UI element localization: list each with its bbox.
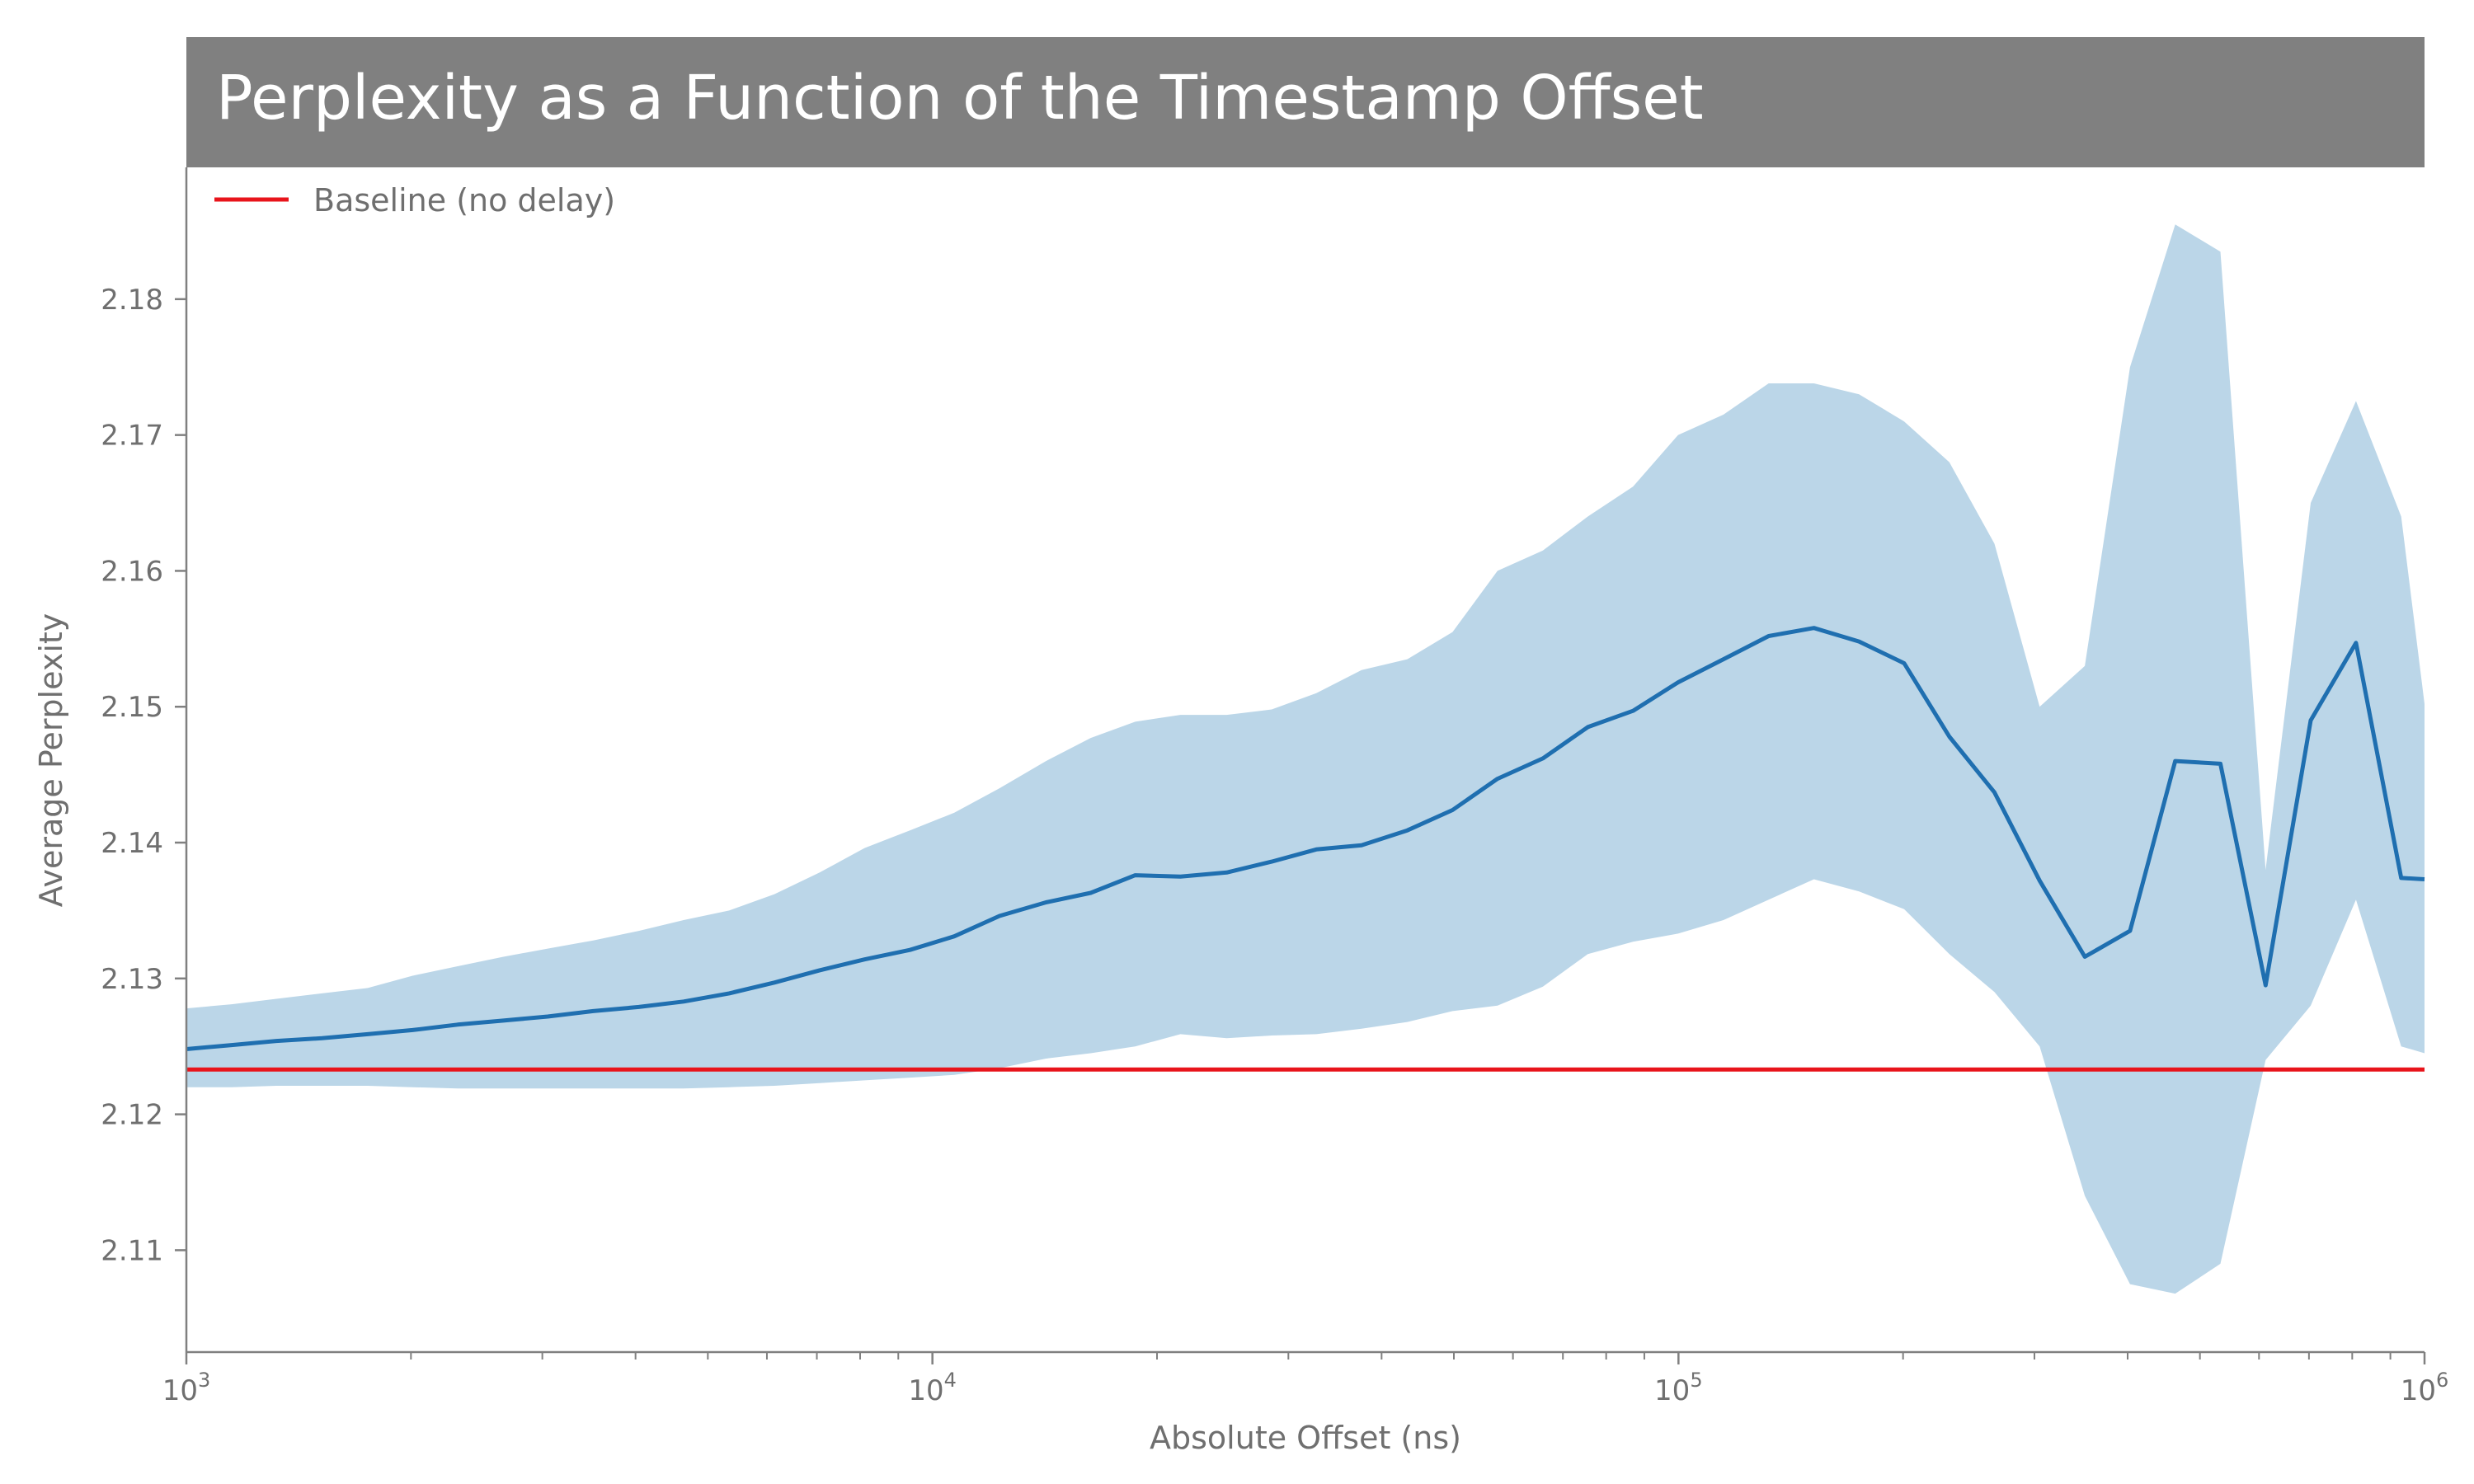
y-tick-label: 2.14	[101, 827, 163, 860]
legend-baseline-label: Baseline (no delay)	[313, 182, 615, 218]
y-tick-label: 2.11	[101, 1234, 163, 1267]
x-tick-label: 105	[1654, 1369, 1703, 1407]
x-tick-label: 106	[2401, 1369, 2449, 1407]
plot-area	[186, 224, 2425, 1294]
y-tick-label: 2.17	[101, 420, 163, 453]
x-axis-label: Absolute Offset (ns)	[1150, 1420, 1461, 1456]
chart-title: Perplexity as a Function of the Timestam…	[216, 63, 1704, 134]
y-tick-label: 2.15	[101, 691, 163, 724]
axes: 2.112.122.132.142.152.162.172.18 103 104 1…	[101, 167, 2448, 1407]
y-ticks: 2.11 2.12 2.13 2.14 2.15 2.16 2.17 2.18	[101, 284, 186, 1267]
chart-title-bar	[186, 37, 2425, 167]
y-tick-label: 2.12	[101, 1099, 163, 1132]
x-tick-label: 103	[162, 1369, 211, 1407]
x-tick-label: 104	[908, 1369, 957, 1407]
y-tick-label: 2.18	[101, 284, 163, 317]
mean-perplexity-line	[186, 626, 2425, 1051]
y-tick-label: 2.13	[101, 963, 163, 996]
confidence-band	[186, 224, 2425, 1294]
y-tick-label: 2.16	[101, 555, 163, 588]
y-axis-label: Average Perplexity	[33, 613, 69, 908]
legend: Baseline (no delay)	[214, 182, 615, 218]
x-ticks: 103 104 105 106	[162, 1352, 2449, 1407]
